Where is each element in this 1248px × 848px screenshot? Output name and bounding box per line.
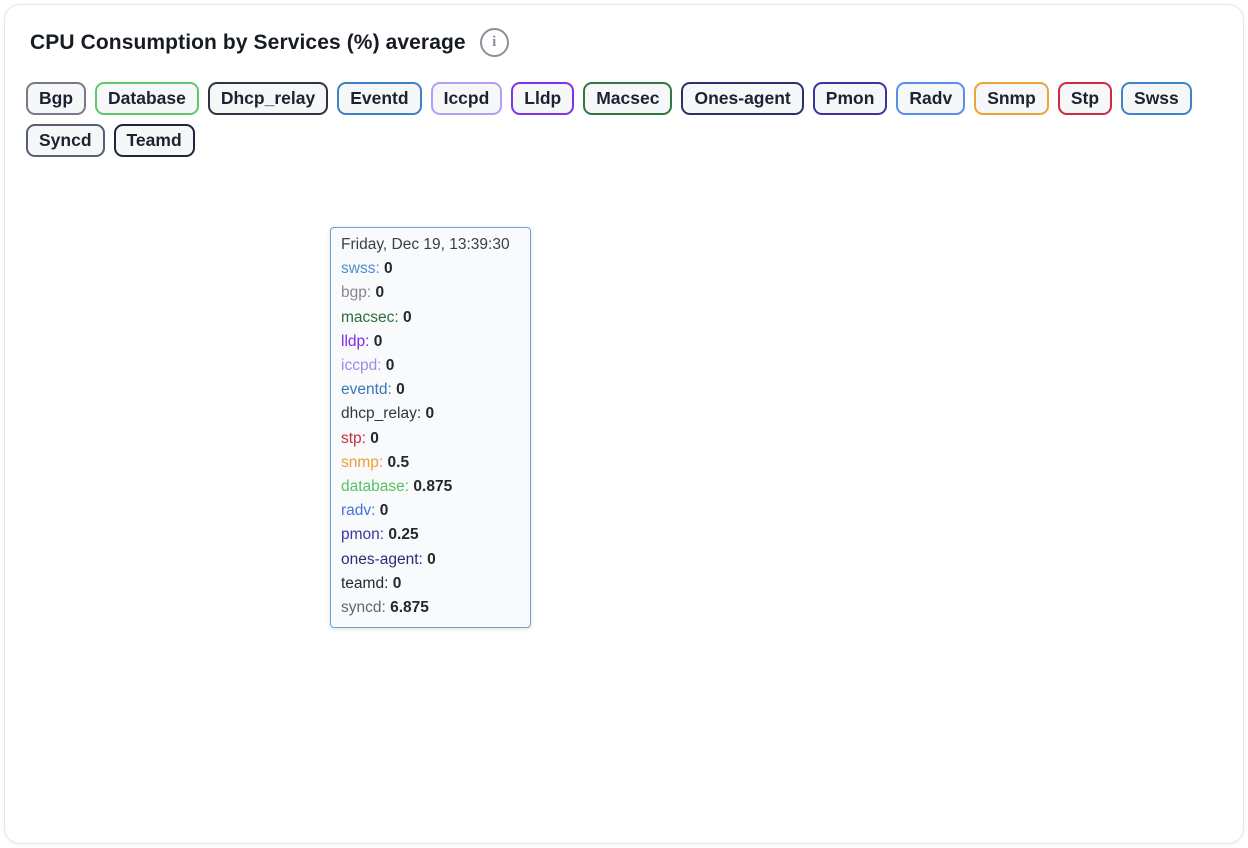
x-axis-label-14:20: 14:20: [1152, 678, 1196, 698]
tooltip-row-lldp: lldp: 0: [341, 332, 383, 350]
data-gap-band: [788, 196, 800, 670]
tooltip-rows: swss: 0 bgp: 0 macsec: 0 lldp: 0 iccpd: 0 eve…: [341, 257, 520, 620]
tooltip-header: Friday, Dec 19, 13:39:30: [341, 236, 510, 253]
navigator-handle-grip[interactable]: [67, 750, 83, 778]
navigator-handle-grip[interactable]: [1172, 750, 1188, 778]
page-title: CPU Consumption by Services (%) average: [30, 30, 466, 54]
legend-pill-lldp[interactable]: Lldp: [511, 82, 575, 115]
legend-pill-iccpd[interactable]: Iccpd: [430, 82, 503, 115]
tooltip-row-snmp: snmp: 0.5: [341, 453, 410, 471]
chart-tooltip: Friday, Dec 19, 13:39:30 swss: 0 bgp: 0 ma…: [330, 227, 531, 629]
x-axis-label-13:40: 13:40: [428, 678, 472, 698]
x-axis-label-13:50: 13:50: [609, 678, 653, 698]
navigator-gap-band: [788, 733, 800, 801]
legend-pill-eventd[interactable]: Eventd: [337, 82, 422, 115]
legend-pill-stp[interactable]: Stp: [1057, 82, 1113, 115]
legend-pill-ones-agent[interactable]: Ones-agent: [681, 82, 804, 115]
navigator-brush[interactable]: 13:30 13:45 14:00 14:15: [74, 733, 1186, 801]
tooltip-row-eventd: eventd: 0: [341, 381, 405, 399]
chart-header: CPU Consumption by Services (%) average …: [30, 28, 509, 57]
tooltip-row-iccpd: iccpd: 0: [341, 357, 395, 375]
x-axis-label-14:00: 14:00: [790, 678, 834, 698]
tooltip-row-syncd: syncd: 6.875: [341, 599, 429, 617]
x-axis-label-13:30: 13:30: [247, 678, 291, 698]
legend: Bgp Database Dhcp_relay Eventd Iccpd Lldp Macs…: [26, 82, 1228, 157]
legend-pill-swss[interactable]: Swss: [1121, 82, 1192, 115]
y-axis-label-4: 4: [51, 421, 60, 440]
info-icon[interactable]: i: [479, 28, 509, 57]
tooltip-row-stp: stp: 0: [341, 429, 379, 447]
tooltip-row-swss: swss: 0: [341, 260, 393, 278]
tooltip-row-pmon: pmon: 0.25: [341, 526, 419, 544]
tooltip-row-database: database: 0.875: [341, 478, 453, 496]
navigator-handle-left[interactable]: [67, 750, 83, 778]
legend-pill-bgp[interactable]: Bgp: [26, 82, 87, 115]
navigator-handle-right[interactable]: [1172, 750, 1188, 778]
legend-pill-database[interactable]: Database: [95, 82, 199, 115]
tooltip-row-dhcp_relay: dhcp_relay: 0: [341, 405, 435, 423]
legend-pill-radv[interactable]: Radv: [896, 82, 966, 115]
tooltip-row-bgp: bgp: 0: [341, 284, 385, 302]
series-snmp: [799, 489, 1187, 659]
navigator-label-13:30: 13:30: [248, 779, 289, 797]
x-axis-label-14:10: 14:10: [971, 678, 1015, 698]
legend-pill-snmp[interactable]: Snmp: [974, 82, 1049, 115]
tooltip-row-teamd: teamd: 0: [341, 574, 402, 592]
legend-pill-teamd[interactable]: Teamd: [113, 124, 195, 157]
plot-area: [73, 263, 1187, 662]
tooltip-row-macsec: macsec: 0: [341, 308, 412, 326]
legend-pill-macsec[interactable]: Macsec: [583, 82, 673, 115]
y-axis-label-0: 0: [51, 651, 60, 670]
legend-pill-dhcp_relay[interactable]: Dhcp_relay: [207, 82, 329, 115]
tooltip-row-radv: radv: 0: [341, 502, 389, 520]
series-syncd: [799, 313, 1187, 441]
y-axis-label-2: 2: [51, 536, 60, 555]
y-axis-label-6: 6: [51, 307, 60, 326]
tooltip-row-ones-agent: ones-agent: 0: [341, 550, 436, 568]
legend-pill-pmon[interactable]: Pmon: [812, 82, 888, 115]
legend-pill-syncd[interactable]: Syncd: [26, 124, 105, 157]
